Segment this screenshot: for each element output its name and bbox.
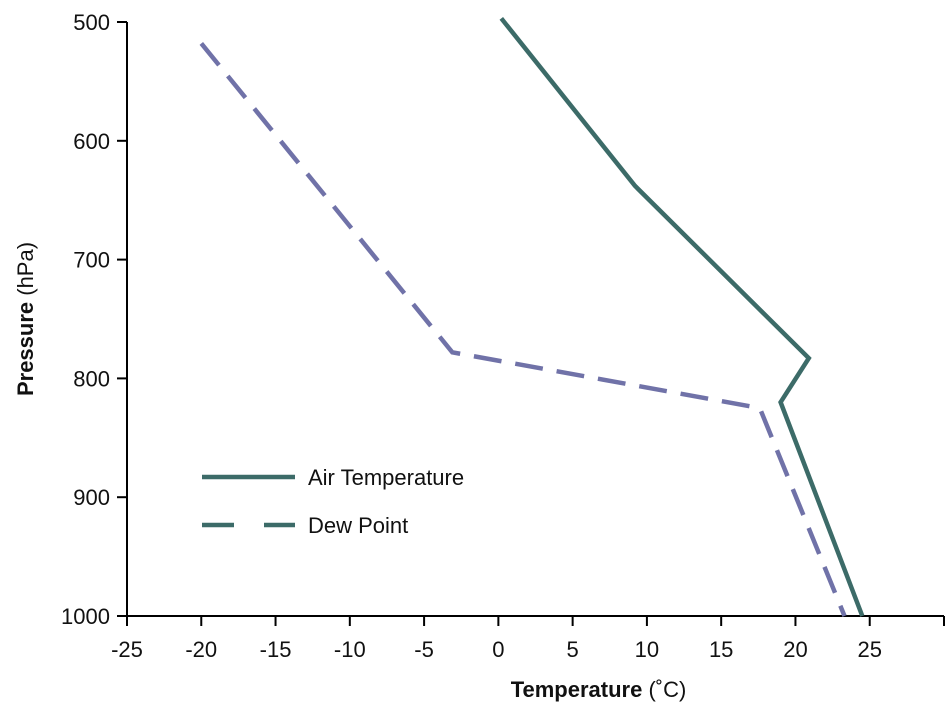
y-tick-label: 900 <box>73 485 110 510</box>
x-axis-title: Temperature (˚C) <box>511 677 687 702</box>
axes <box>126 22 944 617</box>
x-tick-label: 20 <box>783 637 807 662</box>
x-tick-label: 25 <box>857 637 881 662</box>
x-tick-label: 10 <box>635 637 659 662</box>
x-axis-title-main: Temperature <box>511 677 643 702</box>
y-axis-title-main: Pressure <box>13 302 38 396</box>
y-tick-label: 800 <box>73 366 110 391</box>
y-tick-label: 500 <box>73 10 110 35</box>
x-tick-label: -15 <box>260 637 292 662</box>
x-tick-label: 15 <box>709 637 733 662</box>
y-axis-title: Pressure (hPa) <box>13 242 38 396</box>
x-axis-title-unit: (˚C) <box>642 677 686 702</box>
x-tick-label: -25 <box>111 637 143 662</box>
x-tick-label: 0 <box>492 637 504 662</box>
series-line-dew-point <box>199 41 847 617</box>
series-group <box>199 16 865 617</box>
y-tick-label: 700 <box>73 248 110 273</box>
legend-label-dew-point: Dew Point <box>308 513 408 538</box>
x-tick-label: -10 <box>334 637 366 662</box>
x-tick-label: -5 <box>414 637 434 662</box>
y-tick-label: 600 <box>73 129 110 154</box>
legend-label-air-temperature: Air Temperature <box>308 465 464 490</box>
y-axis-title-unit: (hPa) <box>13 242 38 302</box>
x-ticks: -25 -20 -15 -10 -5 0 5 10 15 20 25 <box>111 616 945 662</box>
y-ticks: 500 600 700 800 900 1000 <box>61 10 127 629</box>
y-tick-label: 1000 <box>61 604 110 629</box>
x-tick-label: 5 <box>567 637 579 662</box>
series-line-air-temperature <box>499 16 865 617</box>
legend: Air Temperature Dew Point <box>202 465 464 538</box>
x-tick-label: -20 <box>185 637 217 662</box>
